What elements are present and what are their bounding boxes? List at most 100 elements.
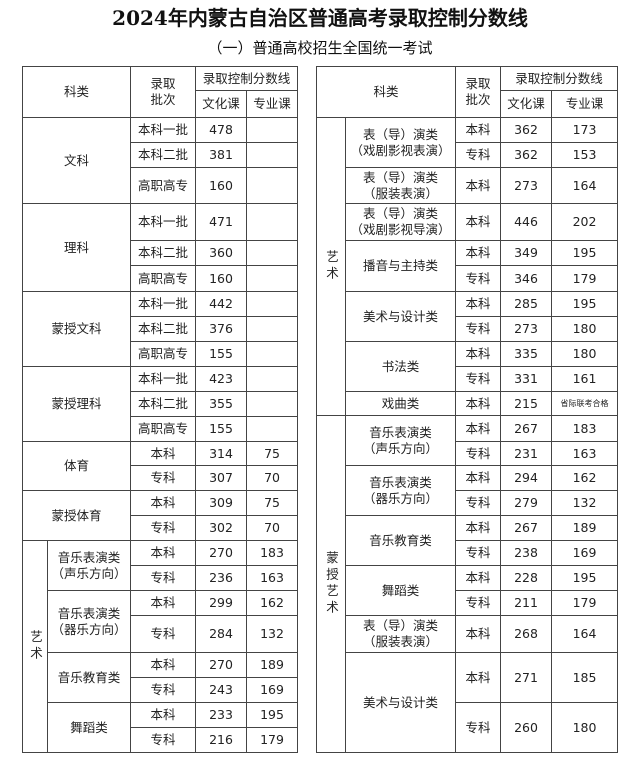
- culture-score-cell: 478: [195, 117, 248, 143]
- batch-cell: 高职高专: [130, 265, 197, 292]
- culture-score-cell: 362: [500, 142, 553, 168]
- table-row: 音乐教育类 本科 270 189: [23, 652, 299, 703]
- header-major: 专业课: [246, 90, 299, 118]
- batch-cell: 专科: [455, 265, 502, 292]
- major-score-cell: 180: [551, 341, 619, 367]
- major-score-cell: 164: [551, 615, 619, 653]
- batch-cell: 专科: [455, 590, 502, 616]
- batch-cell: 本科一批: [130, 117, 197, 143]
- batch-cell: 专科: [455, 441, 502, 466]
- batch-cell: 专科: [455, 366, 502, 392]
- batch-cell: 本科: [130, 441, 197, 466]
- batch-cell: 本科: [455, 565, 502, 591]
- category-cell: 艺术: [22, 540, 48, 753]
- culture-score-cell: 271: [500, 652, 553, 703]
- culture-score-cell: 267: [500, 415, 553, 442]
- header-batch: 录取 批次: [130, 66, 197, 118]
- culture-score-cell: 284: [195, 615, 248, 653]
- table-row: 文科 本科一批 478: [21, 117, 299, 204]
- culture-score-cell: 360: [195, 240, 248, 266]
- batch-cell: 本科: [455, 465, 502, 491]
- batch-cell: 本科: [455, 240, 502, 266]
- major-score-cell: 173: [551, 117, 619, 143]
- header-batch: 录取 批次: [455, 66, 502, 118]
- table-row: 艺术 音乐表演类 （声乐方向） 本科 270 183: [22, 540, 299, 753]
- culture-score-cell: 331: [500, 366, 553, 392]
- category-cell: 体育: [21, 441, 132, 491]
- batch-cell: 本科: [130, 540, 197, 566]
- major-score-cell: 195: [551, 565, 619, 591]
- table-row: 蒙授艺术 音乐表演类 （声乐方向） 本科 267 183: [316, 415, 619, 753]
- culture-score-cell: 231: [500, 441, 553, 466]
- major-score-cell: 169: [551, 540, 619, 566]
- major-score-cell: 163: [551, 441, 619, 466]
- culture-score-cell: 270: [195, 652, 248, 678]
- culture-score-cell: 442: [195, 291, 248, 317]
- table-row: 本科二批 360: [23, 240, 299, 266]
- culture-score-cell: 471: [195, 203, 248, 241]
- header-category: 科类: [21, 66, 132, 118]
- major-score-cell: 169: [246, 677, 299, 703]
- table-row: 表（导）演类 （戏剧影视导演） 本科 446 202: [317, 203, 619, 241]
- category-cell: 文科: [21, 117, 132, 204]
- table-row: 书法类 本科 335 180: [317, 341, 619, 392]
- culture-score-cell: 335: [500, 341, 553, 367]
- culture-score-cell: 273: [500, 167, 553, 204]
- culture-score-cell: 285: [500, 291, 553, 317]
- header-score-line: 录取控制分数线: [195, 66, 299, 91]
- major-score-cell: 132: [246, 615, 299, 653]
- table-row: 专科 346 179: [317, 265, 619, 292]
- table-row: 专科 238 169: [317, 540, 619, 566]
- category-cell: 蒙授文科: [21, 291, 132, 367]
- major-score-cell: [246, 291, 299, 317]
- score-table-right: 科类 录取 批次 录取控制分数线 文化课 专业课 艺术 表（导）演类 （戏剧影视表演） 本科 3…: [315, 66, 619, 753]
- major-score-cell: 195: [551, 291, 619, 317]
- subcategory-cell: 表（导）演类 （戏剧影视导演）: [344, 203, 457, 241]
- batch-cell: 本科: [455, 615, 502, 653]
- major-score-cell: 189: [246, 652, 299, 678]
- culture-score-cell: 228: [500, 565, 553, 591]
- batch-cell: 专科: [455, 702, 502, 753]
- table-row: 专科 236 163: [23, 565, 299, 591]
- culture-score-cell: 268: [500, 615, 553, 653]
- table-row: 高职高专 160: [23, 265, 299, 292]
- batch-cell: 专科: [130, 465, 197, 491]
- culture-score-cell: 294: [500, 465, 553, 491]
- culture-score-cell: 314: [195, 441, 248, 466]
- major-score-cell: 161: [551, 366, 619, 392]
- table-row: 蒙授体育 本科 309 75: [21, 490, 299, 541]
- major-score-cell: [246, 416, 299, 442]
- page-subtitle: （一）普通高校招生全国统一考试: [207, 39, 433, 57]
- batch-cell: 本科: [455, 291, 502, 317]
- batch-cell: 本科二批: [130, 240, 197, 266]
- culture-score-cell: 260: [500, 702, 553, 753]
- culture-score-cell: 155: [195, 341, 248, 367]
- table-row: 舞蹈类 本科 233 195: [23, 702, 299, 753]
- batch-cell: 本科二批: [130, 391, 197, 417]
- culture-score-cell: 349: [500, 240, 553, 266]
- culture-score-cell: 160: [195, 265, 248, 292]
- batch-cell: 高职高专: [130, 341, 197, 367]
- batch-cell: 本科: [455, 391, 502, 416]
- header-culture: 文化课: [195, 90, 248, 118]
- batch-cell: 专科: [455, 540, 502, 566]
- batch-cell: 本科: [455, 341, 502, 367]
- score-table-left: 科类 录取 批次 录取控制分数线 文化课 专业课 文科 本科一批 478 本科二批 381 高职高专…: [21, 66, 299, 753]
- batch-cell: 本科: [130, 652, 197, 678]
- major-score-cell: 195: [246, 702, 299, 728]
- subcategory-cell: 书法类: [344, 341, 457, 392]
- subcategory-cell: 舞蹈类: [344, 565, 457, 616]
- culture-score-cell: 362: [500, 117, 553, 143]
- major-score-cell: 164: [551, 167, 619, 204]
- category-cell: 艺术: [316, 117, 346, 416]
- batch-cell: 专科: [455, 316, 502, 342]
- major-score-cell: [246, 142, 299, 168]
- table-row: 理科 本科一批 471: [21, 203, 299, 292]
- table-row: 专科 260 180: [317, 702, 619, 753]
- batch-cell: 专科: [130, 515, 197, 541]
- table-row: 专科 216 179: [23, 727, 299, 753]
- batch-cell: 本科: [455, 167, 502, 204]
- batch-cell: 本科: [455, 652, 502, 703]
- table-row: 艺术 表（导）演类 （戏剧影视表演） 本科 362 173: [316, 117, 619, 416]
- subcategory-cell: 播音与主持类: [344, 240, 457, 292]
